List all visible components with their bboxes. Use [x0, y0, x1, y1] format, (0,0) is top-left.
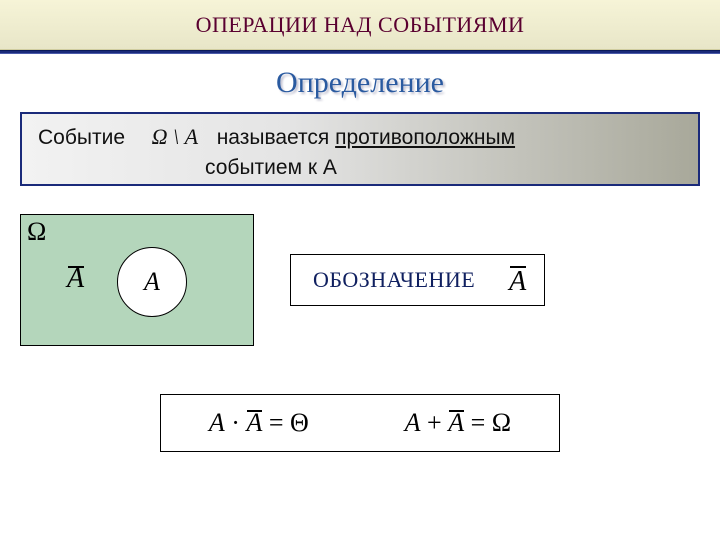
venn-diagram: Ω A A	[20, 214, 254, 346]
formula-left-eq: =	[262, 408, 290, 437]
venn-set-circle: A	[117, 247, 187, 317]
notation-box: ОБОЗНАЧЕНИЕ A	[290, 254, 545, 306]
formula-right-abar: A	[448, 408, 464, 438]
page-title: ОПЕРАЦИИ НАД СОБЫТИЯМИ	[196, 12, 525, 38]
definition-box: Событие Ω \ A называется противоположным…	[20, 112, 700, 186]
formula-right-omega: Ω	[492, 408, 511, 437]
formula-left-theta: Θ	[290, 408, 309, 437]
definition-rest-1: называется противоположным	[217, 126, 515, 149]
formula-left-a: A	[209, 408, 225, 437]
formula-left: A · A = Θ	[209, 408, 309, 438]
middle-row: Ω A A ОБОЗНАЧЕНИЕ A	[0, 214, 720, 346]
formula-right: A + A = Ω	[405, 408, 511, 438]
formula-left-dot: ·	[225, 408, 247, 437]
venn-omega-label: Ω	[27, 217, 46, 247]
definition-text: Событие Ω \ A называется противоположным…	[38, 122, 515, 182]
title-band: ОПЕРАЦИИ НАД СОБЫТИЯМИ	[0, 0, 720, 50]
definition-rest-1a: называется	[217, 126, 335, 149]
notation-label: ОБОЗНАЧЕНИЕ	[313, 267, 475, 293]
horizontal-rule	[0, 50, 720, 54]
formula-right-a: A	[405, 408, 421, 437]
formula-right-plus: +	[421, 408, 449, 437]
definition-label: Событие	[38, 123, 133, 152]
notation-symbol: A	[509, 262, 526, 298]
formula-right-eq: =	[464, 408, 492, 437]
definition-rest-2: событием к А	[205, 153, 515, 182]
definition-expression: Ω \ A	[139, 122, 211, 153]
venn-complement-label: A	[67, 263, 84, 295]
definition-underlined: противоположным	[335, 126, 515, 149]
formula-box: A · A = Θ A + A = Ω	[160, 394, 560, 452]
subtitle: Определение	[0, 66, 720, 100]
formula-left-abar: A	[246, 408, 262, 438]
